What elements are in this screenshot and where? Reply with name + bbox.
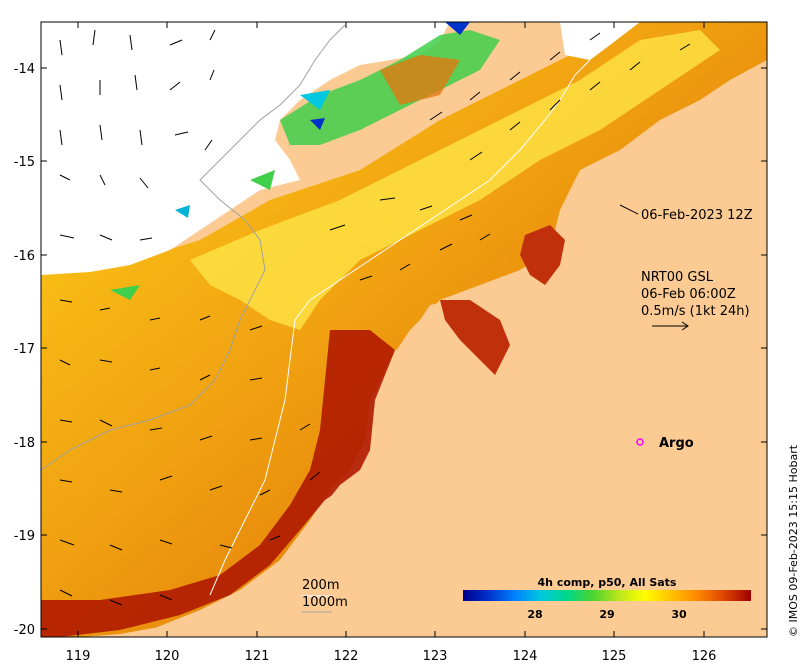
no-data-cloud [41,22,450,275]
cool-water-patches [110,22,500,300]
colorbar: 4h comp, p50, All Sats 28 29 30 [463,576,751,621]
lon-tick-label: 123 [423,649,448,664]
lat-tick-label: -18 [14,436,35,451]
lon-tick-label: 126 [692,649,717,664]
lon-tick-label: 125 [602,649,627,664]
colorbar-title: 4h comp, p50, All Sats [538,576,677,589]
lat-tick-label: -16 [14,249,35,264]
colorbar-tick-label: 28 [527,608,542,621]
sea-surface-temperature-field [41,22,767,637]
lat-tick-label: -19 [14,529,35,544]
lon-tick-label: 124 [513,649,538,664]
longitude-axis: 119 120 121 122 123 124 125 126 [66,22,717,664]
current-vectors [59,29,691,606]
current-source-label: NRT00 GSL [641,270,714,285]
date-label-pointer [619,204,639,215]
isobath-1000m-label: 1000m [302,595,348,610]
colorbar-tick-label: 29 [599,608,614,621]
lat-tick-label: -20 [14,623,35,638]
argo-float-marker[interactable] [636,438,644,446]
isobath-200m-label: 200m [302,578,339,593]
nearshore-hot-water [41,330,395,637]
current-time-label: 06-Feb 06:00Z [641,287,736,302]
lat-tick-label: -15 [14,155,35,170]
argo-label: Argo [659,436,694,451]
coastal-bay-south [440,300,510,375]
lat-tick-label: -14 [14,62,35,77]
isobath-1000m-line [41,24,346,471]
warm-band [190,30,720,330]
isobath-200m-line [209,59,591,596]
date-label: 06-Feb-2023 12Z [641,208,753,223]
map-plot-area [41,22,767,637]
lon-tick-label: 120 [155,649,180,664]
lon-tick-label: 119 [66,649,91,664]
lon-tick-label: 122 [334,649,359,664]
current-scale-arrow [652,321,689,331]
latitude-axis: -14 -15 -16 -17 -18 -19 -20 [14,62,767,638]
no-data-cloud-east [560,22,640,60]
lat-tick-label: -17 [14,342,35,357]
coastal-bay [520,225,565,285]
current-scale-label: 0.5m/s (1kt 24h) [641,304,750,319]
credit-text: © IMOS 09-Feb-2023 15:15 Hobart [787,444,800,637]
colorbar-tick-label: 30 [671,608,687,621]
coastline-land [80,90,767,637]
colorbar-gradient [463,590,751,601]
map-frame [40,21,768,638]
lon-tick-label: 121 [245,649,270,664]
